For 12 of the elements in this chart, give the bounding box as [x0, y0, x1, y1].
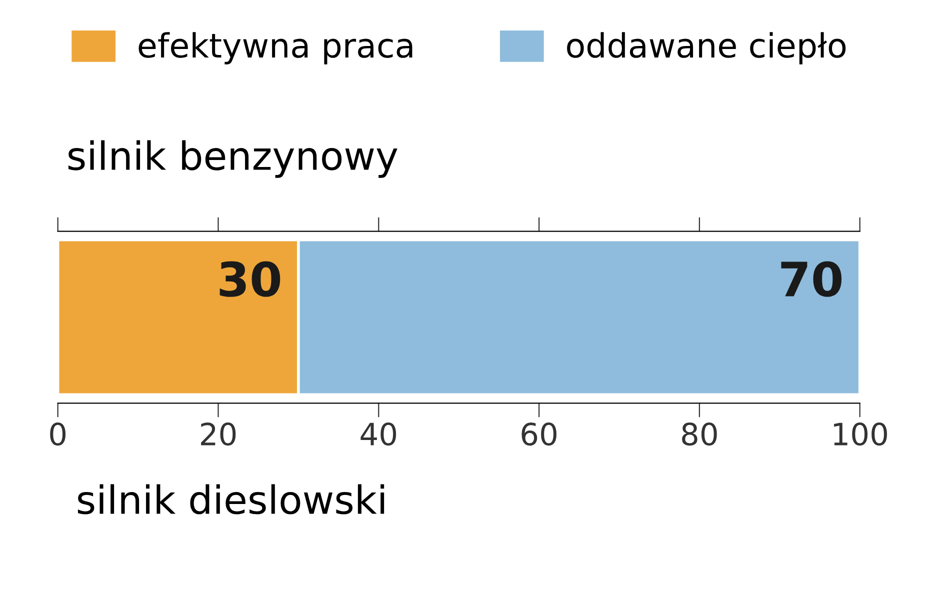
text: silnik dieslowski — [78, 484, 384, 514]
x-tick-label: 60 — [522, 422, 556, 446]
data-label: 30 — [220, 261, 280, 297]
x-tick-label: 100 — [834, 422, 887, 446]
legend-label: efektywna praca — [138, 32, 412, 64]
x-tick-label: 0 — [50, 422, 66, 446]
x-tick-label: 20 — [201, 422, 236, 446]
x-tick-label: 40 — [360, 422, 396, 446]
legend-label: oddawane ciepło — [567, 32, 846, 64]
data-label: 70 — [781, 261, 842, 297]
chart-title: silnik benzynowy — [68, 140, 398, 178]
x-tick-label: 80 — [682, 422, 717, 446]
